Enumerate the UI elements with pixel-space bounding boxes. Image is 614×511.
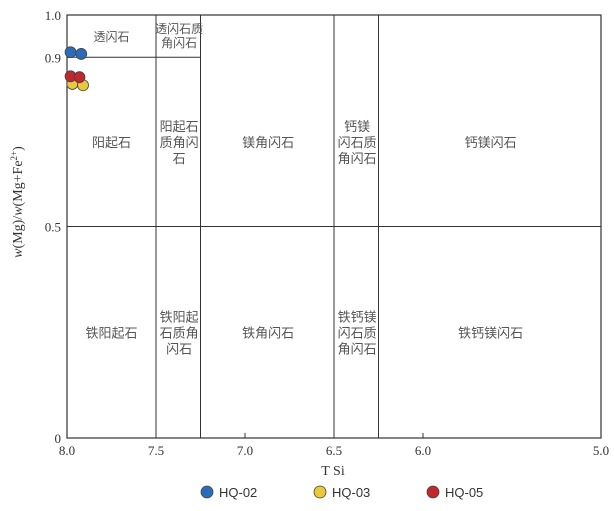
field-label-line: 铁阳起 bbox=[160, 310, 199, 325]
x-tick-label: 5.0 bbox=[593, 443, 609, 458]
field-label-line: 阳起石 bbox=[92, 136, 131, 151]
y-axis: 0 0.5 0.9 1.0 bbox=[45, 8, 72, 446]
x-tick-label: 7.0 bbox=[237, 443, 253, 458]
field-label-line: 透闪石质 bbox=[155, 22, 203, 36]
legend-label: HQ-05 bbox=[445, 485, 483, 500]
field-label-line: 铁阳起石 bbox=[85, 326, 137, 341]
field-label-line: 角闪石 bbox=[338, 152, 377, 167]
x-axis-title: T Si bbox=[321, 464, 345, 479]
field-label: 钙镁闪石 bbox=[465, 136, 517, 151]
data-point-hq-05 bbox=[73, 71, 86, 84]
field-label-line: 石 bbox=[173, 152, 186, 167]
field-label: 铁钙镁闪石质角闪石 bbox=[338, 310, 377, 357]
field-label-line: 角闪石 bbox=[161, 36, 197, 50]
legend: HQ-02 HQ-03 HQ-05 bbox=[200, 485, 483, 500]
field-label: 钙镁闪石质角闪石 bbox=[338, 120, 377, 167]
field-label: 铁角闪石 bbox=[242, 326, 294, 341]
field-label: 阳起石 bbox=[92, 136, 131, 151]
x-tick-label: 8.0 bbox=[59, 443, 75, 458]
y-tick-label: 0.9 bbox=[45, 50, 61, 65]
field-label-line: 角闪石 bbox=[338, 342, 377, 357]
svg-text:w(Mg)/w(Mg+Fe2+): w(Mg)/w(Mg+Fe2+) bbox=[9, 146, 26, 258]
x-tick-label: 7.5 bbox=[148, 443, 164, 458]
y-tick-label: 1.0 bbox=[45, 8, 61, 23]
x-tick-label: 6.0 bbox=[415, 443, 431, 458]
field-label-line: 闪石 bbox=[166, 342, 192, 357]
legend-label: HQ-02 bbox=[219, 485, 257, 500]
field-label: 铁钙镁闪石 bbox=[458, 326, 523, 341]
field-label-line: 铁角闪石 bbox=[242, 326, 294, 341]
field-label-line: 石质角 bbox=[160, 326, 199, 341]
data-point-hq-02 bbox=[64, 46, 77, 59]
y-tick-label: 0 bbox=[55, 431, 62, 446]
field-label: 透闪石 bbox=[93, 30, 129, 44]
field-label-line: 镁角闪石 bbox=[242, 136, 294, 151]
legend-marker-hq-05 bbox=[426, 485, 440, 499]
field-label-line: 闪石质 bbox=[338, 136, 377, 151]
field-label-line: 钙镁 bbox=[344, 120, 370, 135]
legend-label: HQ-03 bbox=[332, 485, 370, 500]
field-label-line: 闪石质 bbox=[338, 326, 377, 341]
data-points bbox=[64, 46, 89, 92]
field-label: 镁角闪石 bbox=[242, 136, 294, 151]
field-label: 铁阳起石质角闪石 bbox=[160, 310, 199, 357]
x-axis: 8.0 7.5 7.0 6.5 6.0 5.0 bbox=[59, 433, 609, 458]
data-point-hq-02 bbox=[75, 48, 88, 60]
field-label-line: 铁钙镁 bbox=[338, 310, 377, 325]
field-label-line: 铁钙镁闪石 bbox=[458, 326, 523, 341]
field-labels: 透闪石透闪石质角闪石阳起石阳起石质角闪石镁角闪石钙镁闪石质角闪石钙镁闪石铁阳起石… bbox=[85, 22, 523, 357]
y-axis-title: w(Mg)/w(Mg+Fe2+) bbox=[9, 146, 26, 258]
field-lines bbox=[67, 15, 601, 438]
field-label: 阳起石质角闪石 bbox=[160, 120, 199, 167]
field-label-line: 钙镁闪石 bbox=[465, 136, 517, 151]
legend-marker-hq-02 bbox=[200, 485, 214, 499]
field-label: 铁阳起石 bbox=[85, 326, 137, 341]
y-tick-label: 0.5 bbox=[45, 220, 61, 235]
legend-marker-hq-03 bbox=[313, 485, 327, 499]
field-label-line: 阳起石 bbox=[160, 120, 199, 135]
field-label-line: 质角闪 bbox=[160, 136, 199, 151]
x-tick-label: 6.5 bbox=[326, 443, 342, 458]
field-label: 透闪石质角闪石 bbox=[155, 22, 203, 50]
field-label-line: 透闪石 bbox=[93, 30, 129, 44]
